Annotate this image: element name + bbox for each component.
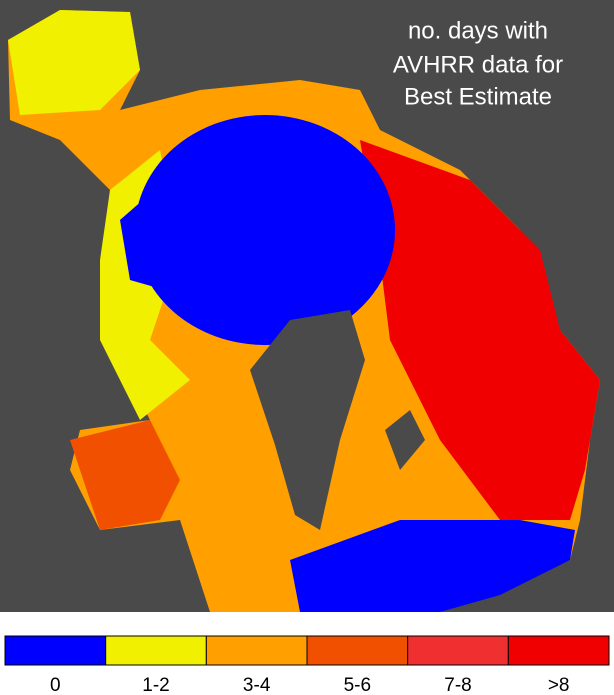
- legend-swatch: [306, 635, 409, 666]
- land: [385, 410, 425, 470]
- title-line: AVHRR data for: [393, 51, 563, 78]
- map: no. days with AVHRR data for Best Estima…: [0, 0, 614, 612]
- legend-label: >8: [548, 675, 570, 695]
- legend: 0 1-2 3-4 5-6 7-8 >8: [4, 635, 610, 695]
- legend-label: 5-6: [344, 675, 371, 695]
- land: [250, 310, 365, 530]
- legend-swatch: [4, 635, 107, 666]
- legend-swatch: [507, 635, 610, 666]
- legend-swatch: [407, 635, 509, 666]
- legend-label: 1-2: [142, 675, 169, 695]
- title-line: no. days with: [408, 17, 548, 44]
- legend-swatch: [205, 635, 308, 666]
- blue-region: [120, 150, 200, 300]
- legend-swatch: [105, 635, 207, 666]
- legend-label: 7-8: [444, 675, 471, 695]
- orange-region: [70, 420, 180, 530]
- legend-label: 0: [50, 675, 61, 695]
- red-region: [360, 140, 600, 520]
- blue-region: [290, 520, 575, 612]
- title-line: Best Estimate: [404, 83, 552, 110]
- legend-label: 3-4: [243, 675, 271, 695]
- yellow-region: [8, 10, 140, 115]
